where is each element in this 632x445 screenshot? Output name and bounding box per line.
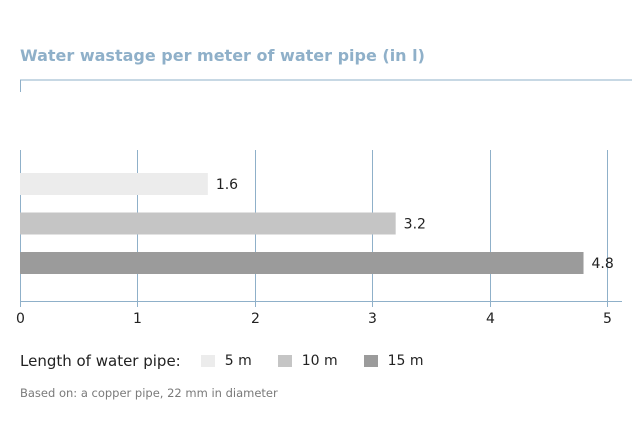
legend-swatch-5m [200,355,215,367]
value-labels: 1.6 3.2 4.8 [216,177,614,272]
legend-item-10m: 10 m [277,353,338,369]
x-tick-label: 4 [486,311,495,327]
legend-item-15m: 15 m [363,353,424,369]
bar [20,212,396,235]
legend-swatch-15m [363,355,378,367]
data-label: 1.6 [216,177,238,193]
bar [20,173,208,195]
data-label: 3.2 [404,217,426,233]
x-axis-ticks: 0 1 2 3 4 5 [16,301,612,327]
legend: Length of water pipe: 5 m 10 m 15 m [20,352,450,370]
legend-label-5m: 5 m [224,353,252,369]
x-tick-label: 3 [368,311,377,327]
x-tick-label: 1 [133,311,142,327]
legend-item-5m: 5 m [200,353,252,369]
legend-title: Length of water pipe: [20,352,181,370]
x-tick-label: 2 [251,311,260,327]
bars [20,173,584,274]
legend-label-15m: 15 m [387,353,424,369]
bar [20,252,584,274]
bar-chart: 1.6 3.2 4.8 0 1 2 3 4 5 [16,79,632,327]
x-tick-label: 0 [16,311,25,327]
x-tick-label: 5 [603,311,612,327]
data-label: 4.8 [592,256,614,272]
legend-swatch-10m [277,355,292,367]
legend-label-10m: 10 m [301,353,338,369]
footnote: Based on: a copper pipe, 22 mm in diamet… [20,386,278,400]
chart-title: Water wastage per meter of water pipe (i… [20,46,425,65]
